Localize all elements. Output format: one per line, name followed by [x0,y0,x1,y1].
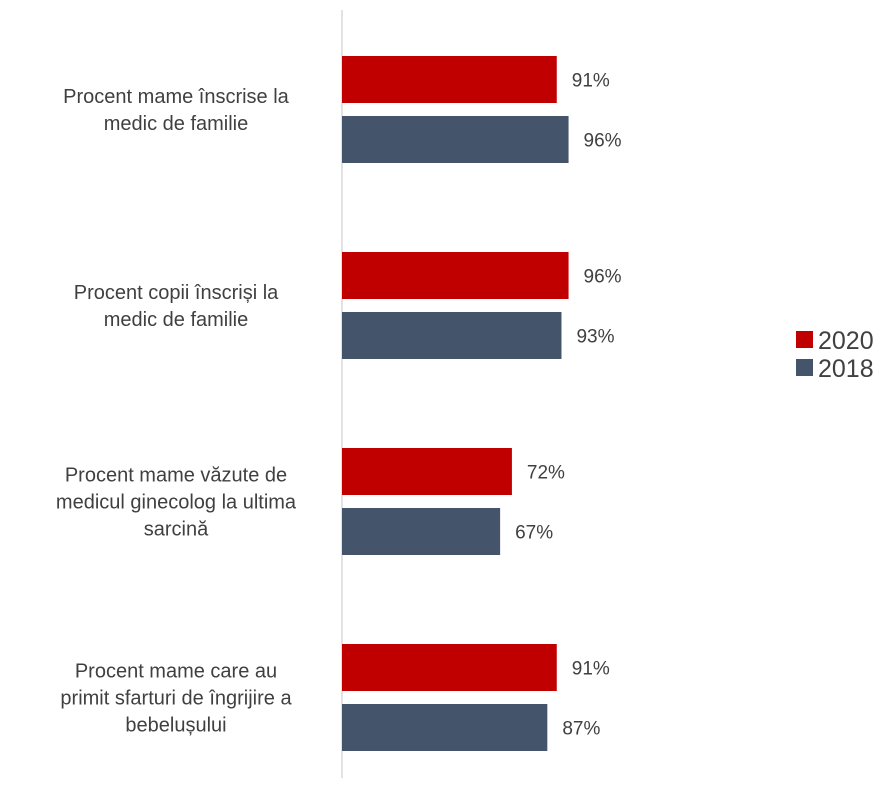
category-label-line: primit sfarturi de îngrijire a [60,688,292,710]
bar-2018-1 [342,116,569,163]
data-label-2020-2: 96% [584,267,622,288]
data-label-2018-4: 87% [562,719,600,740]
bar-2018-3 [342,508,501,555]
bars-group: 91% 96% 96% 93% 72% 67% 91% 87% [342,56,622,751]
category-label-line: Procent copii înscriși la [74,282,279,304]
data-label-2020-1: 91% [572,71,610,92]
category-labels-group: Procent mame înscrise la medic de familie… [56,86,297,737]
data-label-2018-2: 93% [576,327,614,348]
category-label-line: Procent mame care au [75,661,277,683]
category-label-line: Procent mame văzute de [65,465,287,487]
data-label-2018-3: 67% [515,523,553,544]
category-label-3: Procent mame văzute de medicul ginecolog … [56,465,297,541]
data-label-2018-1: 96% [584,131,622,152]
data-label-2020-4: 91% [572,659,610,680]
data-label-2020-3: 72% [527,463,565,484]
bar-2018-2 [342,312,562,359]
category-label-line: sarcină [144,519,209,541]
category-label-line: Procent mame înscrise la [63,86,290,108]
category-label-line: bebelușului [125,715,226,737]
bar-2020-1 [342,56,557,103]
legend-label-2020: 2020 [818,327,874,355]
bar-2020-2 [342,252,569,299]
category-label-line: medic de familie [104,309,249,331]
legend-label-2018: 2018 [818,355,874,383]
bar-2020-3 [342,448,512,495]
legend-swatch-2020 [796,331,813,348]
category-label-4: Procent mame care au primit sfarturi de î… [60,661,292,737]
category-label-1: Procent mame înscrise la medic de familie [63,86,290,135]
category-label-line: medicul ginecolog la ultima [56,492,297,514]
bar-2020-4 [342,644,557,691]
category-label-2: Procent copii înscriși la medic de famili… [74,282,279,331]
bar-2018-4 [342,704,548,751]
category-label-line: medic de familie [104,113,249,135]
legend-swatch-2018 [796,359,813,376]
